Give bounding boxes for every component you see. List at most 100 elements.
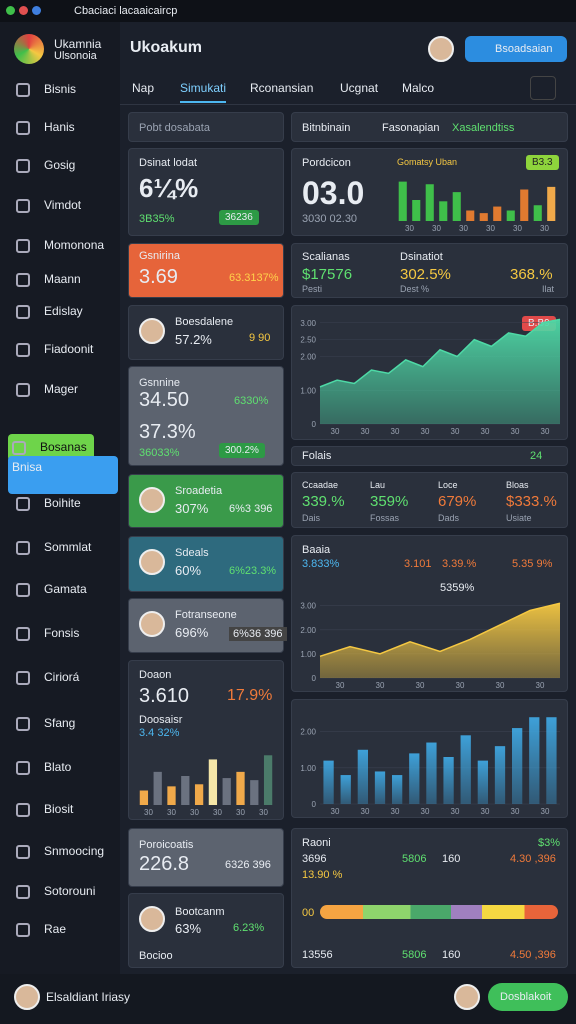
bar — [340, 775, 351, 804]
card: Dsinat lodat 6¼% 3B35% 36236 — [128, 148, 284, 236]
card: Sroadetia 307% 6%3 396 — [128, 474, 284, 528]
nav-label: Biosit — [44, 802, 74, 816]
y-tick-label: 2.50 — [300, 336, 316, 345]
sub: 6326 396 — [225, 859, 271, 871]
nav-item[interactable]: Gosig — [16, 158, 116, 173]
tab[interactable]: Malco — [402, 81, 435, 95]
bar — [167, 786, 176, 805]
tab[interactable]: Nap — [132, 81, 155, 95]
footer: Elsaldiant Iriasy Dosblakoit — [0, 974, 576, 1024]
value: 339.% — [302, 493, 345, 510]
nav-item[interactable]: Sotorouni — [16, 884, 116, 899]
x-tick-label: 30 — [496, 681, 505, 690]
x-tick-label: 30 — [432, 224, 441, 233]
nav-item[interactable]: Fiadoonit — [16, 342, 116, 357]
card: Gsnirina 3.69 63.3137% — [128, 243, 284, 298]
brand-name: Ukamnia — [54, 37, 102, 51]
x-tick-label: 30 — [236, 808, 245, 817]
sub: Dais — [302, 513, 321, 523]
tab[interactable]: Ucgnat — [340, 81, 379, 95]
card: Ccaadae 339.% Dais Lau 359% Fossas Loce 679% Dad… — [291, 472, 568, 528]
header-avatar[interactable] — [428, 36, 454, 62]
nav-item[interactable]: Bnisa — [8, 456, 118, 494]
nav-label: Bnisa — [12, 460, 43, 474]
bar — [466, 210, 475, 221]
menu[interactable] — [530, 76, 556, 100]
nav-item[interactable]: Rae — [16, 922, 116, 937]
label: Xasalendtiss — [452, 122, 515, 134]
label: Boesdalene — [175, 316, 234, 328]
label: Bitnbinain — [302, 122, 351, 134]
value: 160 — [442, 853, 461, 865]
nav-item[interactable]: Mager — [16, 382, 116, 397]
nav-label: Bosanas — [40, 440, 87, 454]
label: Baaia — [302, 544, 331, 556]
sub: 6%3 396 — [229, 503, 273, 515]
y-tick-label: 2.00 — [300, 626, 316, 635]
annotation: 5359% — [440, 582, 475, 594]
value: 13556 — [302, 949, 333, 961]
tab[interactable]: Rconansian — [250, 81, 314, 95]
footer-button[interactable]: Dosblakoit — [488, 983, 568, 1011]
value: $3% — [538, 837, 561, 849]
x-tick-label: 30 — [331, 807, 340, 816]
nav-label: Momonona — [44, 238, 105, 252]
nav-item[interactable]: Maann — [16, 272, 116, 287]
nav-item[interactable]: Vimdot — [16, 198, 116, 213]
label: Poroicoatis — [139, 839, 194, 851]
card: Doaon 3.610 17.9% Doosaisr 3.4 32% 30 30 3… — [128, 660, 284, 820]
card: 0 1.00 2.00 30 30 30 30 30 30 30 30 — [291, 699, 568, 818]
nav-item[interactable]: Fonsis — [16, 626, 116, 641]
bar — [374, 771, 386, 804]
logo — [14, 34, 44, 64]
label: Sroadetia — [175, 485, 223, 497]
sub: 36033% — [139, 447, 180, 459]
sub: Usiate — [506, 513, 532, 523]
nav-item[interactable]: Biosit — [16, 802, 116, 817]
header-button[interactable]: Bsoadsaian — [465, 36, 567, 62]
chart: 30 30 30 30 30 30 — [398, 181, 556, 233]
value: 696% — [175, 625, 209, 640]
nav-label: Gamata — [44, 582, 87, 596]
x-tick-label: 30 — [336, 681, 345, 690]
nav-label: Sotorouni — [44, 884, 96, 898]
x-tick-label: 30 — [405, 224, 414, 233]
bar — [529, 717, 540, 804]
label: Fotranseone — [175, 609, 237, 621]
nav-label: Snmoocing — [44, 844, 105, 858]
nav-item[interactable]: Bisnis — [16, 82, 116, 97]
y-tick-label: 1.00 — [300, 764, 316, 773]
nav-item[interactable]: Edislay — [16, 304, 116, 319]
x-tick-label: 30 — [421, 427, 430, 436]
card: Sdeals 60% 6%23.3% — [128, 536, 284, 592]
tab[interactable]: Simukati — [180, 81, 227, 103]
nav-item[interactable]: Hanis — [16, 120, 116, 135]
nav-label: Rae — [44, 922, 67, 936]
sub: 17.9% — [227, 687, 273, 704]
label: Ccaadae — [302, 480, 339, 490]
legend: Gomatsy Uban — [397, 157, 458, 167]
card: Bootcanm 63% 6.23% Bocioo — [128, 893, 284, 968]
nav-item[interactable]: Sfang — [16, 716, 116, 731]
value: 3696 — [302, 853, 327, 865]
label: Fasonapian — [382, 122, 440, 134]
x-tick-label: 30 — [541, 807, 550, 816]
filter-bar[interactable]: Bitnbinain Fasonapian Xasalendtiss — [291, 112, 568, 142]
bar — [506, 210, 515, 221]
nav-item[interactable]: Blato — [16, 760, 116, 775]
nav-item[interactable]: Gamata — [16, 582, 116, 597]
x-tick-label: 30 — [213, 808, 222, 817]
value: 00 — [302, 907, 315, 919]
nav-item[interactable]: Snmoocing — [16, 844, 116, 859]
badge: 36236 — [219, 210, 259, 225]
value: 3.101 — [404, 558, 432, 570]
card: Gsnnine 34.50 6330% 37.3% 36033% 300.2% — [128, 366, 284, 466]
nav-item[interactable]: Ciriorá — [16, 670, 116, 685]
nav-label: Sommlat — [44, 540, 92, 554]
y-tick-label: 2.00 — [300, 353, 316, 362]
nav-item[interactable]: Boihite — [16, 496, 116, 511]
nav-item[interactable]: Sommlat — [16, 540, 116, 555]
bar — [236, 771, 245, 805]
nav-item[interactable]: Momonona — [16, 238, 116, 253]
bar — [392, 775, 403, 804]
